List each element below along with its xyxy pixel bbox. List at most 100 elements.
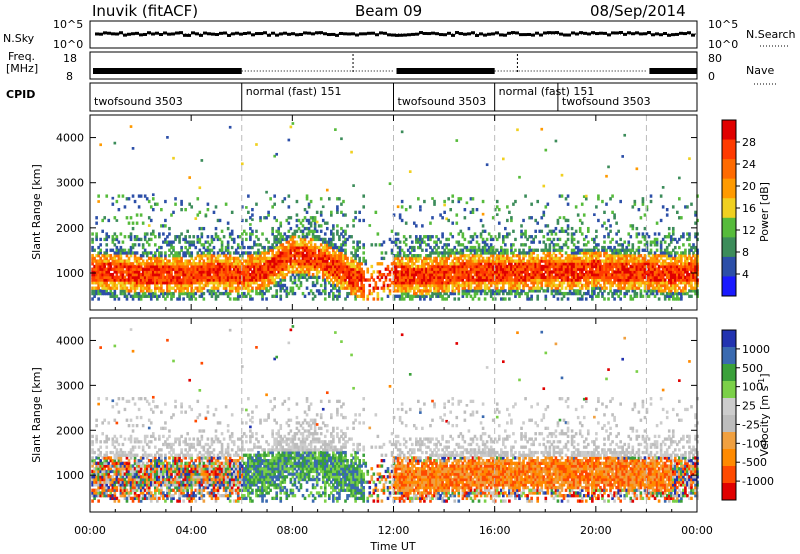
power-cell [145, 289, 149, 293]
power-cell [540, 278, 544, 282]
power-cell [398, 262, 402, 266]
power-cell [508, 256, 511, 261]
power-cell [158, 262, 161, 266]
power-cell [196, 278, 200, 282]
power-cell [91, 275, 94, 280]
power-cell [307, 226, 311, 231]
power-cell [493, 286, 497, 290]
power-cell [261, 283, 264, 288]
power-cell [315, 259, 319, 263]
power-cell [180, 289, 183, 293]
power-cell [153, 294, 157, 298]
power-cell [441, 267, 444, 271]
power-cell [95, 259, 98, 263]
power-cell [534, 235, 537, 239]
power-cell [129, 267, 133, 271]
power-cell [158, 256, 161, 261]
power-cell [388, 182, 392, 186]
power-cell [291, 232, 295, 236]
power-cell [228, 291, 232, 296]
power-cell [336, 289, 339, 293]
power-cell [542, 240, 546, 244]
power-cell [285, 262, 289, 266]
power-cell [455, 283, 459, 288]
power-cell [469, 286, 473, 290]
power-cell [317, 259, 321, 263]
power-cell [352, 283, 355, 288]
nsky-mark [575, 32, 579, 36]
power-cell [267, 248, 270, 252]
power-cell [162, 262, 165, 266]
power-cell [297, 264, 301, 269]
power-cell [522, 254, 525, 258]
power-cell [554, 286, 558, 290]
nsky-mark [299, 32, 303, 36]
power-cell [176, 275, 179, 280]
power-cell [360, 291, 363, 296]
power-cell [489, 254, 493, 258]
power-cell [313, 275, 317, 280]
power-cell [105, 267, 109, 271]
power-cell [471, 289, 475, 293]
power-cell [542, 278, 546, 282]
power-cell [103, 278, 107, 282]
power-cell [139, 294, 143, 298]
power-cell [198, 272, 202, 277]
power-cell [261, 270, 264, 274]
power-cell [457, 243, 461, 247]
power-cell [172, 245, 175, 250]
power-cell [336, 245, 339, 250]
power-cell [595, 283, 598, 288]
power-cell [520, 243, 523, 247]
power-cell [410, 297, 414, 301]
power-cell [342, 272, 345, 277]
power-cell [232, 270, 236, 274]
power-cell [487, 278, 491, 282]
power-cell [257, 267, 260, 271]
power-cell [544, 254, 548, 258]
power-cell [240, 291, 244, 296]
power-cell [208, 267, 212, 271]
power-cell [572, 291, 576, 296]
power-cell [338, 286, 341, 290]
power-cell [273, 240, 276, 244]
power-cell [566, 262, 570, 266]
power-cell [149, 289, 153, 293]
power-cell [321, 264, 325, 269]
power-cell [463, 272, 467, 277]
power-cell [103, 262, 107, 266]
power-cell [548, 243, 552, 247]
power-cell [536, 199, 540, 204]
power-cell [358, 267, 361, 271]
power-cell [283, 262, 287, 266]
power-cell [103, 256, 107, 261]
power-cell [123, 289, 127, 293]
power-cell [338, 256, 341, 261]
power-cell [200, 251, 204, 255]
power-cell [327, 291, 331, 296]
power-cell [149, 278, 153, 282]
power-cell [412, 294, 416, 298]
power-cell [162, 267, 165, 271]
power-cell [127, 289, 131, 293]
power-cell [544, 205, 548, 209]
power-cell [289, 216, 293, 220]
power-cell [631, 256, 635, 261]
power-cell [394, 283, 398, 288]
power-cell [210, 278, 214, 282]
power-cell [376, 291, 380, 296]
power-cell [119, 256, 123, 261]
power-cell [580, 232, 584, 236]
power-cell [469, 210, 473, 215]
power-cell [457, 297, 461, 301]
power-cell [137, 205, 141, 209]
power-cell [406, 248, 410, 252]
power-cell [457, 267, 461, 271]
power-cell [348, 235, 351, 239]
power-cell [586, 262, 590, 266]
power-cell [362, 243, 366, 247]
power-cell [285, 267, 289, 271]
power-cell [305, 251, 309, 255]
power-cell [249, 272, 252, 277]
power-cell [431, 278, 434, 282]
